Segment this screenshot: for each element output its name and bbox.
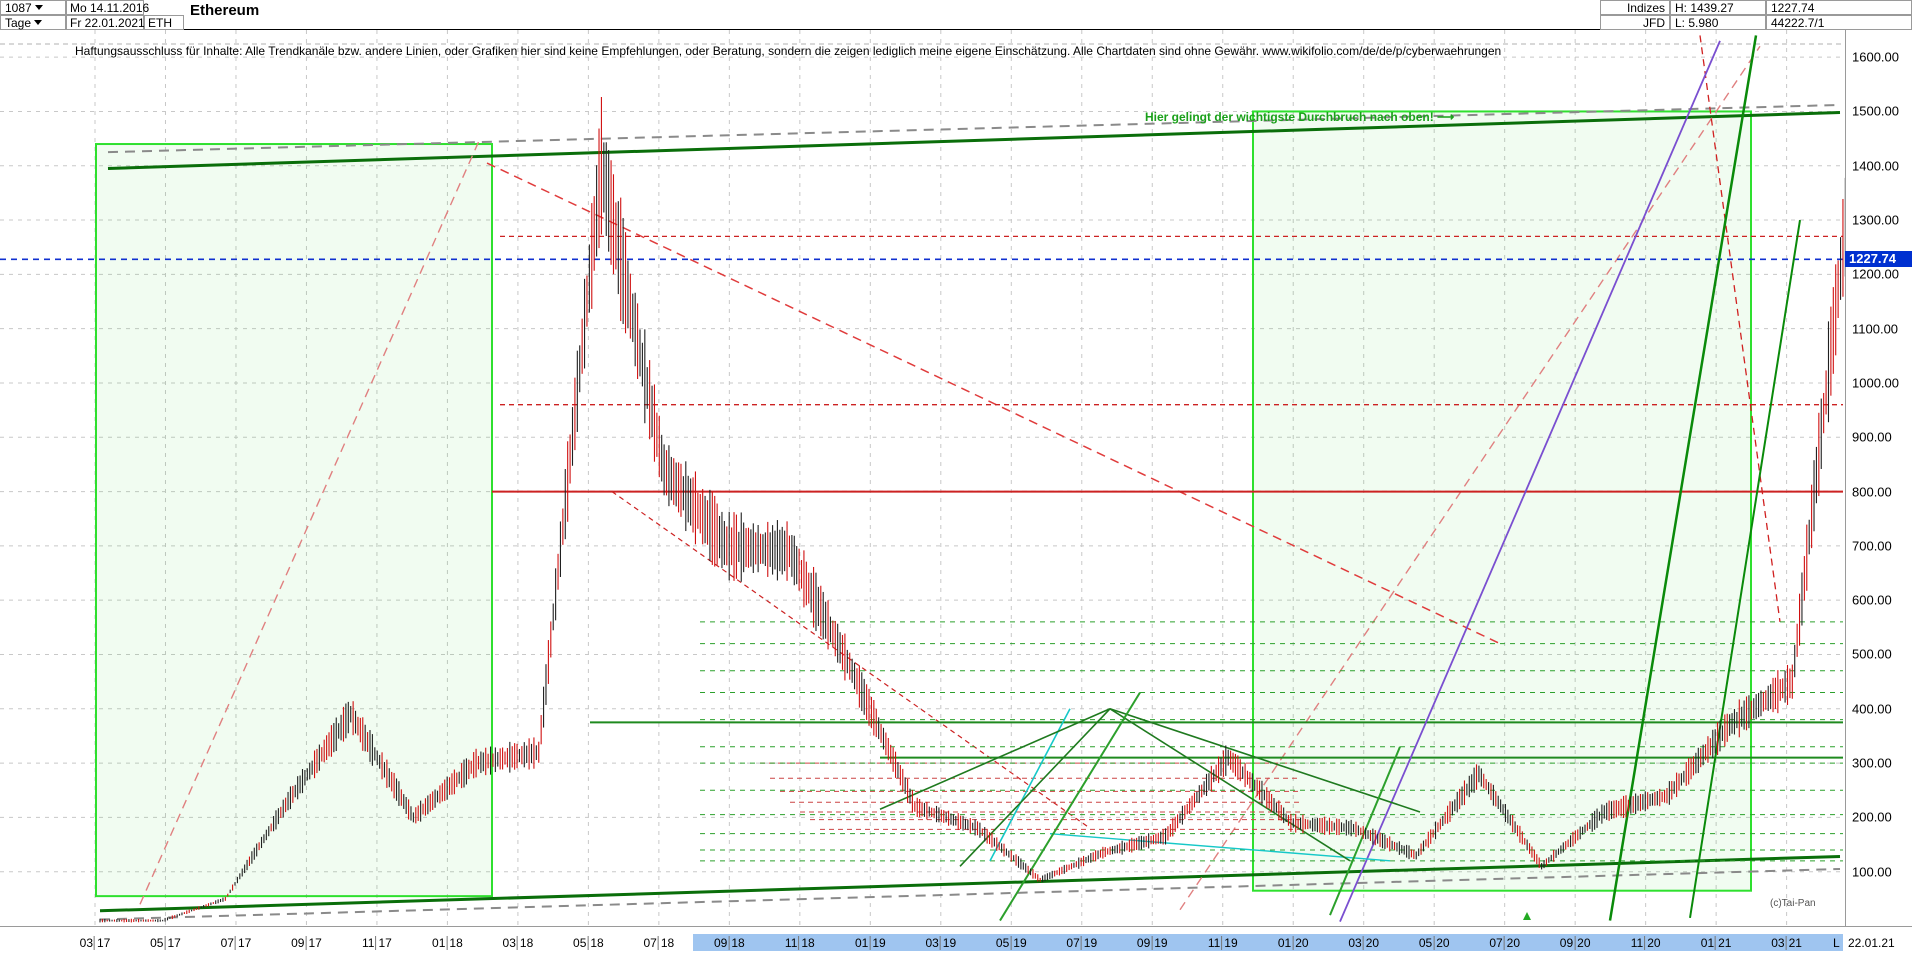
date-axis-label: 09 20 — [1559, 936, 1591, 950]
price-axis-label: 1600.00 — [1852, 49, 1899, 65]
chart-svg — [0, 30, 1845, 926]
date-axis-label: 01 18 — [432, 936, 463, 950]
price-axis-label: 600.00 — [1852, 592, 1892, 608]
date-to-field[interactable]: Fr 22.01.2021 — [66, 15, 145, 30]
price-axis-label: 1100.00 — [1852, 321, 1899, 337]
date-axis-label: 05 19 — [995, 936, 1027, 950]
price-axis-label: 500.00 — [1852, 646, 1892, 662]
ticker-field[interactable]: ETH — [144, 15, 184, 30]
disclaimer-text: Haftungsausschluss für Inhalte: Alle Tre… — [75, 44, 1502, 58]
date-axis-selection[interactable] — [693, 934, 1843, 951]
date-axis-label: 03 18 — [502, 936, 534, 950]
price-axis-label: 200.00 — [1852, 809, 1892, 825]
date-from-field[interactable]: Mo 14.11.2016 — [66, 0, 149, 15]
volume-value: 44222.7/1 — [1766, 15, 1912, 30]
date-axis-label: 07 19 — [1066, 936, 1098, 950]
price-axis-label: 1400.00 — [1852, 158, 1899, 174]
price-axis-label: 1300.00 — [1852, 212, 1899, 228]
copyright-label: (c)Tai-Pan — [1770, 898, 1816, 909]
price-axis-label: 1000.00 — [1852, 375, 1899, 391]
date-axis-label: 11 17 — [362, 936, 392, 950]
provider-label: JFD — [1600, 15, 1670, 30]
price-axis-label: 800.00 — [1852, 484, 1892, 500]
high-value: H: 1439.27 — [1670, 0, 1766, 15]
date-axis-label: 03 21 — [1771, 936, 1802, 950]
date-axis-label: 01 21 — [1700, 936, 1732, 950]
date-axis[interactable]: L 22.01.21 03 17 05 17 07 17 09 17 11 17 01 18 03 18 0… — [0, 926, 1912, 953]
date-axis-label: 01 19 — [854, 936, 886, 950]
date-axis-label: 03 17 — [79, 936, 111, 950]
date-axis-end-marker: L — [1833, 936, 1840, 950]
date-axis-label: 07 20 — [1489, 936, 1521, 950]
date-axis-end-label: 22.01.21 — [1848, 936, 1895, 950]
chevron-down-icon[interactable] — [34, 5, 43, 11]
low-value: L: 5.980 — [1670, 15, 1766, 30]
price-axis-label: 1200.00 — [1852, 266, 1899, 282]
date-axis-label: 11 18 — [784, 936, 815, 950]
date-axis-label: 09 19 — [1136, 936, 1168, 950]
date-axis-label: 09 18 — [713, 936, 745, 950]
price-axis-label: 900.00 — [1852, 429, 1892, 445]
date-axis-label: 07 18 — [643, 936, 675, 950]
chart-toolbar: 1087 Tage Mo 14.11.2016 Fr 22.01.2021 ET… — [0, 0, 1912, 30]
date-axis-label: 03 20 — [1348, 936, 1380, 950]
arrow-right-icon: ⟶ — [1437, 110, 1455, 124]
price-axis-label: 1500.00 — [1852, 103, 1899, 119]
date-axis-label: 03 19 — [925, 936, 957, 950]
price-axis-label: 700.00 — [1852, 538, 1892, 554]
price-axis[interactable]: 1600.00 1500.00 1400.00 1300.00 1200.00 1100.… — [1845, 30, 1912, 926]
date-axis-label: 05 17 — [150, 936, 181, 950]
period-dropdown[interactable]: Tage — [0, 15, 66, 30]
price-axis-label: 100.00 — [1852, 864, 1892, 880]
date-axis-label: 05 20 — [1418, 936, 1450, 950]
date-axis-label: 05 18 — [573, 936, 604, 950]
period-value: Tage — [5, 16, 32, 30]
price-axis-label: 400.00 — [1852, 701, 1892, 717]
index-label: Indizes — [1600, 0, 1670, 15]
price-axis-label: 300.00 — [1852, 755, 1892, 771]
date-axis-label: 07 17 — [220, 936, 252, 950]
date-axis-label: 11 19 — [1207, 936, 1238, 950]
breakout-annotation-label: Hier gelingt der wichtigste Durchbruch n… — [1145, 110, 1434, 124]
symbol-count-value: 1087 — [5, 1, 32, 15]
date-axis-label: 01 20 — [1277, 936, 1309, 950]
price-chart-canvas[interactable] — [0, 30, 1845, 926]
last-price-value: 1227.74 — [1766, 0, 1912, 15]
date-axis-label: 11 20 — [1630, 936, 1661, 950]
symbol-count-dropdown[interactable]: 1087 — [0, 0, 66, 15]
breakout-annotation: Hier gelingt der wichtigste Durchbruch n… — [1145, 110, 1454, 124]
instrument-title: Ethereum — [190, 2, 260, 19]
date-axis-label: 09 17 — [291, 936, 322, 950]
chevron-down-icon[interactable] — [34, 20, 43, 26]
current-price-tag: 1227.74 — [1845, 251, 1912, 268]
